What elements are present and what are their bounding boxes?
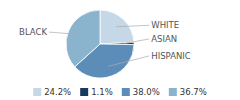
legend-label: 1.1% bbox=[91, 87, 113, 97]
leader-lines bbox=[49, 25, 149, 66]
leader-line bbox=[49, 32, 78, 34]
slice-label: BLACK bbox=[19, 27, 47, 37]
pie-slice bbox=[66, 10, 100, 67]
legend: 24.2% 1.1% 38.0% 36.7% bbox=[33, 87, 207, 97]
legend-swatch bbox=[33, 88, 41, 96]
leader-line bbox=[108, 56, 149, 66]
slice-label: ASIAN bbox=[151, 34, 177, 44]
slice-label: WHITE bbox=[151, 20, 179, 30]
slice-labels: WHITE ASIAN HISPANIC BLACK bbox=[19, 20, 191, 61]
legend-swatch bbox=[80, 88, 88, 96]
slices bbox=[66, 10, 134, 78]
chart: WHITE ASIAN HISPANIC BLACK 24.2% 1.1% 38.0% 36.… bbox=[0, 0, 240, 100]
legend-swatch bbox=[169, 88, 177, 96]
legend-label: 36.7% bbox=[180, 87, 207, 97]
legend-swatch bbox=[122, 88, 130, 96]
leader-line bbox=[124, 39, 150, 44]
leader-line bbox=[116, 25, 149, 26]
legend-label: 38.0% bbox=[133, 87, 160, 97]
legend-label: 24.2% bbox=[44, 87, 71, 97]
slice-label: HISPANIC bbox=[151, 51, 191, 61]
